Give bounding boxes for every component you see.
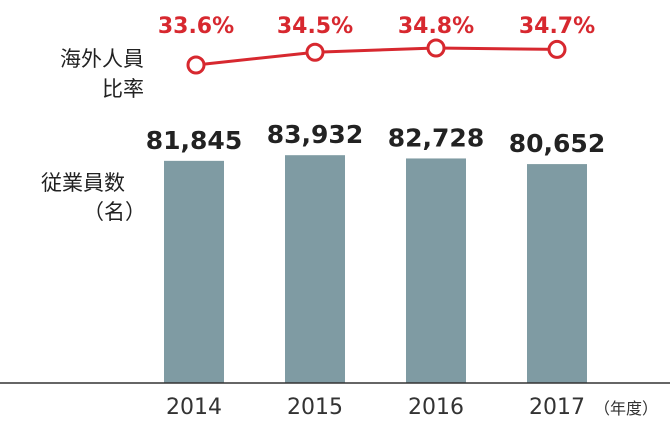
ratio-point-2017 — [547, 39, 567, 59]
bar-2016 — [406, 158, 466, 383]
ratio-label-line-2: 比率 — [102, 77, 144, 101]
bar-value-label-2014: 81,845 — [146, 126, 242, 155]
ratio-value-label-2014: 33.6% — [158, 14, 234, 39]
bar-2015 — [285, 155, 345, 383]
bar-value-label-2016: 82,728 — [388, 123, 484, 152]
bar-2014 — [164, 160, 224, 383]
ylabel-line-1: 従業員数 — [41, 171, 125, 195]
x-tick-label-2016: 2016 — [408, 395, 464, 420]
ratio-value-label-2016: 34.8% — [398, 14, 474, 39]
x-tick-label-2014: 2014 — [166, 395, 222, 420]
ratio-value-label-2015: 34.5% — [277, 14, 353, 39]
bar-value-label-2015: 83,932 — [267, 120, 363, 149]
ratio-label-line-1: 海外人員 — [60, 47, 144, 71]
ratio-line-layer: 33.6% 34.5% 34.8% 34.7% — [158, 14, 595, 75]
x-axis-unit: （年度） — [594, 399, 658, 418]
ratio-point-2016 — [426, 38, 446, 58]
ratio-line — [195, 46, 558, 67]
ratio-point-2014 — [186, 55, 206, 75]
ratio-value-label-2017: 34.7% — [519, 14, 595, 39]
ylabel-line-2: （名） — [83, 200, 146, 224]
ratio-point-2015 — [305, 42, 325, 62]
bar-2017 — [527, 164, 587, 383]
x-tick-label-2015: 2015 — [287, 395, 343, 420]
bars-layer: 81,845 2014 83,932 2015 82,728 2016 80,652 2017 — [146, 120, 605, 420]
x-tick-label-2017: 2017 — [529, 395, 585, 420]
bar-value-label-2017: 80,652 — [509, 129, 605, 158]
